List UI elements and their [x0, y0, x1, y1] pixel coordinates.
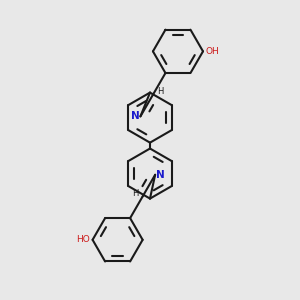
Text: N: N — [130, 111, 139, 122]
Text: OH: OH — [206, 47, 219, 56]
Text: HO: HO — [76, 235, 90, 244]
Text: N: N — [156, 170, 165, 180]
Text: H: H — [157, 87, 163, 96]
Text: H: H — [132, 189, 139, 198]
